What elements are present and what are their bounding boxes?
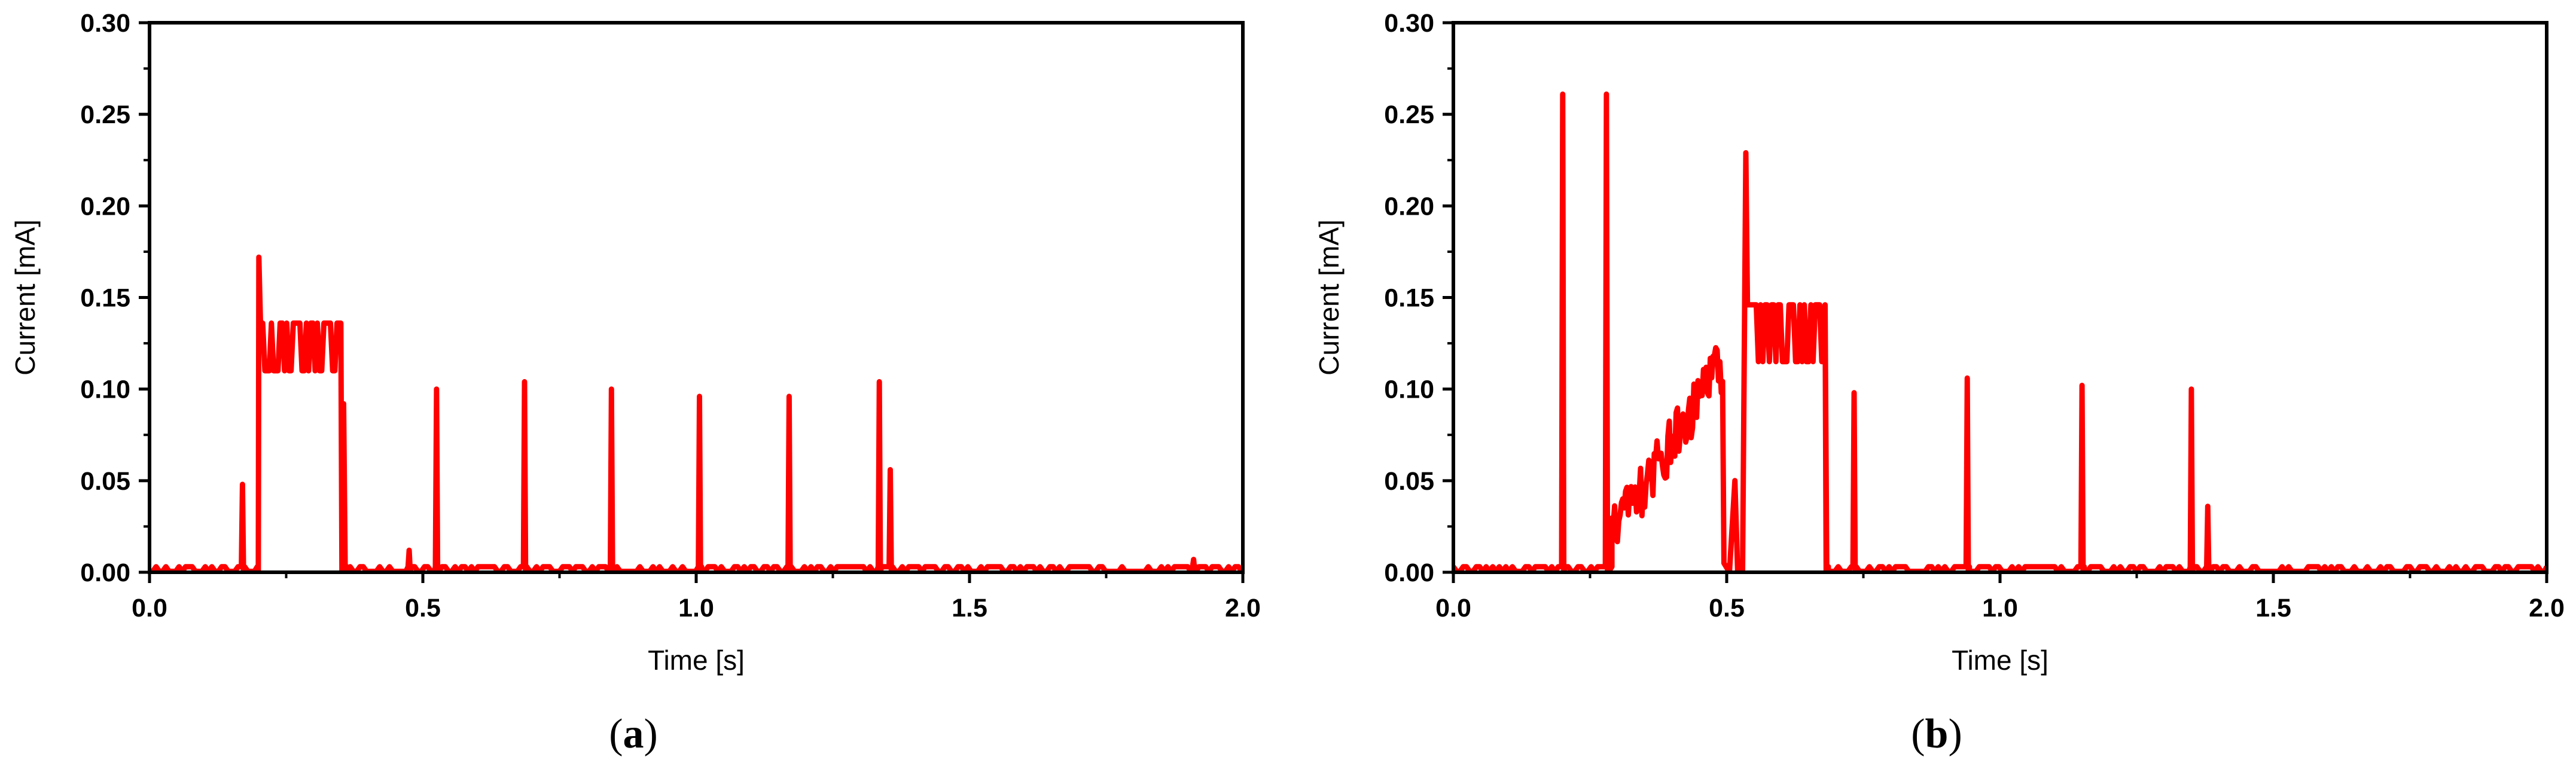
x-tick-label: 1.5 [2255,594,2291,622]
x-tick-label: 0.0 [132,594,167,622]
y-tick-label: 0.15 [1384,284,1434,313]
y-tick-label: 0.05 [1384,467,1434,496]
x-tick-label: 2.0 [1225,594,1261,622]
x-axis-title: Time [s] [648,645,745,676]
y-tick-label: 0.25 [1384,100,1434,129]
y-tick-label: 0.10 [1384,376,1434,404]
y-tick-label: 0.25 [80,100,130,129]
y-tick-label: 0.20 [1384,192,1434,221]
x-tick-label: 2.0 [2529,594,2565,622]
panel-label: (b) [1911,711,1962,757]
x-tick-label: 1.5 [952,594,987,622]
x-axis-title: Time [s] [1952,645,2048,676]
chart-panel-a: 0.0 0.5 1.0 1.5 2.0 0.00 0.05 0.10 0.15 0.20 0.25 0… [10,9,1261,757]
series-line [1453,91,2547,572]
y-tick-label: 0.20 [80,192,130,221]
chart-panel-b: 0.0 0.5 1.0 1.5 2.0 0.00 0.05 0.10 0.15 0.20 0.25 0… [1313,9,2565,757]
y-tick-label: 0.00 [80,559,130,587]
y-axis-title: Current [mA] [1313,219,1345,376]
y-tick-label: 0.15 [80,284,130,313]
plot-frame [148,21,1245,574]
x-tick-label: 0.5 [405,594,441,622]
y-axis-title: Current [mA] [10,219,41,376]
y-tick-label: 0.30 [80,9,130,38]
plot-frame [1452,21,2548,574]
x-tick-label: 1.0 [1982,594,2018,622]
series-line [150,254,1243,572]
y-tick-label: 0.05 [80,467,130,496]
x-tick-label: 1.0 [678,594,714,622]
x-tick-label: 0.5 [1709,594,1745,622]
panel-label: (a) [609,711,658,757]
y-tick-label: 0.00 [1384,559,1434,587]
y-tick-label: 0.10 [80,376,130,404]
x-tick-label: 0.0 [1435,594,1471,622]
y-tick-label: 0.30 [1384,9,1434,38]
